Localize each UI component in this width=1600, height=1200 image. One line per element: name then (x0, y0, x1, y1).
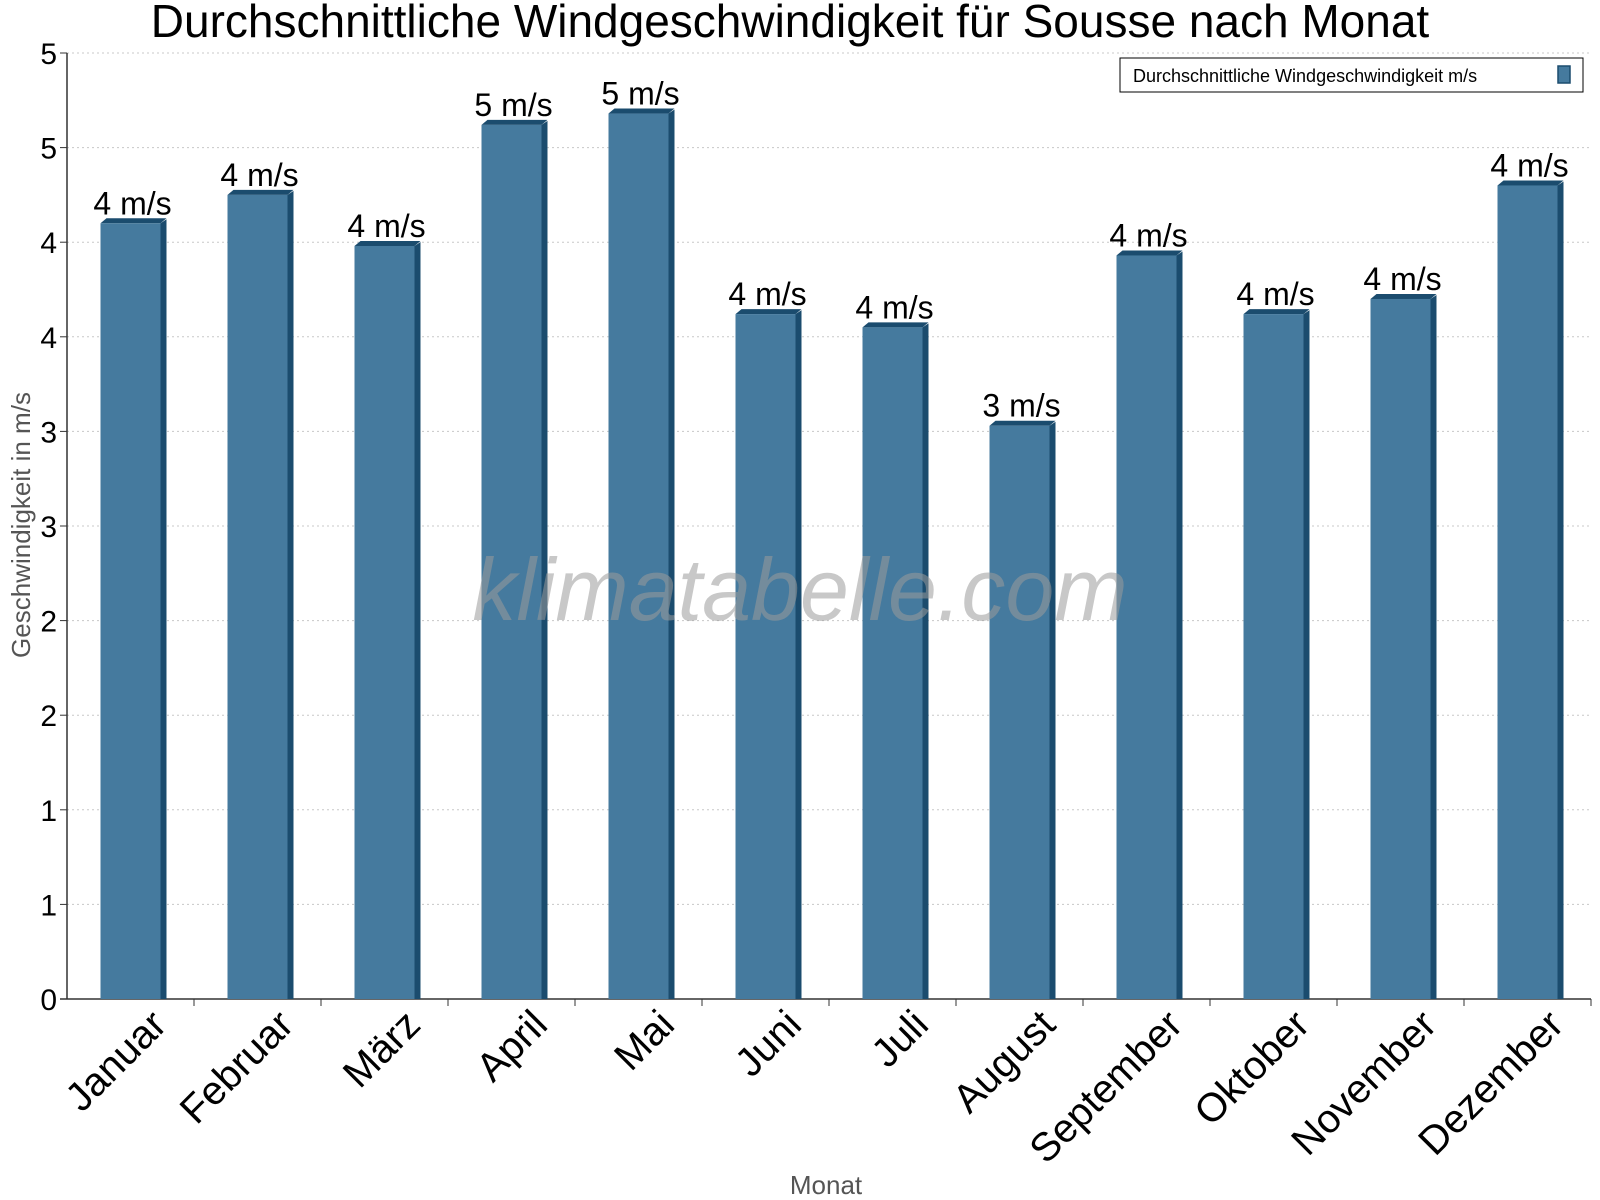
bar (227, 194, 288, 999)
y-tick-label: 4 (40, 227, 57, 260)
bar-value-label: 4 m/s (220, 157, 298, 193)
bar (989, 425, 1050, 999)
bar-side (1557, 181, 1564, 999)
y-tick-label: 5 (40, 38, 57, 71)
bar-side (414, 241, 421, 999)
x-tick-label: August (945, 1002, 1064, 1121)
bar-top (608, 108, 675, 114)
y-tick-label: 2 (40, 606, 57, 639)
bar-side (1049, 421, 1056, 999)
legend-swatch (1557, 65, 1571, 84)
y-tick-label: 2 (40, 700, 57, 733)
x-axis-title: Monat (790, 1170, 863, 1200)
bar-value-label: 4 m/s (1363, 261, 1441, 297)
bar (1370, 298, 1431, 1000)
watermark: klimatabelle.com (472, 540, 1127, 639)
x-tick-label: April (468, 1002, 556, 1090)
bar-side (541, 120, 548, 1000)
bar-value-label: 5 m/s (474, 87, 552, 123)
bar-value-label: 4 m/s (1109, 217, 1187, 253)
x-tick-label: Februar (172, 1002, 302, 1132)
bar (1116, 255, 1177, 1000)
grid-lines (67, 52, 1591, 905)
bar-side (1176, 251, 1183, 1000)
bar-side (922, 323, 929, 1000)
x-tick-label: Mai (606, 1002, 683, 1079)
y-tick-label: 3 (40, 511, 57, 544)
bar-value-label: 5 m/s (601, 76, 679, 112)
bar-top (862, 322, 929, 328)
x-tick-label: Oktober (1186, 1002, 1318, 1134)
bar (1243, 314, 1304, 999)
y-tick-label: 4 (40, 322, 57, 355)
bar-value-label: 3 m/s (982, 388, 1060, 424)
bar-side (160, 219, 167, 999)
bar-value-label: 4 m/s (855, 289, 933, 325)
bar (862, 327, 923, 1000)
bar-top (1116, 250, 1183, 256)
bar-top (1243, 309, 1310, 315)
bar-labels: 4 m/s 4 m/s 4 m/s 5 m/s 5 m/s 4 m/s 4 m/s 3 m/s… (93, 76, 1568, 424)
bar-top (100, 218, 167, 224)
bar-side (668, 109, 675, 999)
bar-top (735, 309, 802, 315)
chart-title: Durchschnittliche Windgeschwindigkeit fü… (151, 0, 1430, 47)
x-tick-label: Januar (57, 1002, 175, 1120)
legend-box (1119, 57, 1584, 93)
y-tick-label: 5 (40, 133, 57, 166)
bar-side (795, 310, 802, 999)
bar-value-label: 4 m/s (93, 185, 171, 221)
bar (481, 124, 542, 999)
bar (735, 314, 796, 999)
x-tick-label: Juli (863, 1002, 937, 1076)
y-tick-label: 1 (40, 889, 57, 922)
bar-top (227, 189, 294, 195)
x-tick-label: März (335, 1002, 429, 1096)
bar-side (1303, 310, 1310, 999)
y-axis-title: Geschwindigkeit in m/s (6, 392, 36, 658)
legend: Durchschnittliche Windgeschwindigkeit m/… (1119, 57, 1584, 93)
y-tick-label: 0 (40, 984, 57, 1017)
y-axis-ticks: 0 1 1 2 2 3 3 4 4 5 5 (40, 38, 67, 1017)
bar-top (989, 420, 1056, 426)
bar (608, 113, 669, 999)
bar (354, 245, 415, 999)
y-tick-label: 3 (40, 416, 57, 449)
bar-top (481, 119, 548, 125)
bar (100, 223, 161, 999)
bar-value-label: 4 m/s (728, 276, 806, 312)
x-tick-label: Juni (727, 1002, 810, 1085)
bar-top (1497, 180, 1564, 186)
bar-top (1370, 293, 1437, 299)
legend-label: Durchschnittliche Windgeschwindigkeit m/… (1133, 66, 1477, 86)
bars (100, 108, 1564, 1000)
bar-value-label: 4 m/s (1490, 147, 1568, 183)
bar-side (287, 190, 294, 999)
bar-value-label: 4 m/s (347, 208, 425, 244)
bar (1497, 185, 1558, 999)
y-tick-label: 1 (40, 795, 57, 828)
bar-top (354, 240, 421, 246)
bar-side (1430, 294, 1437, 1000)
bar-value-label: 4 m/s (1236, 276, 1314, 312)
